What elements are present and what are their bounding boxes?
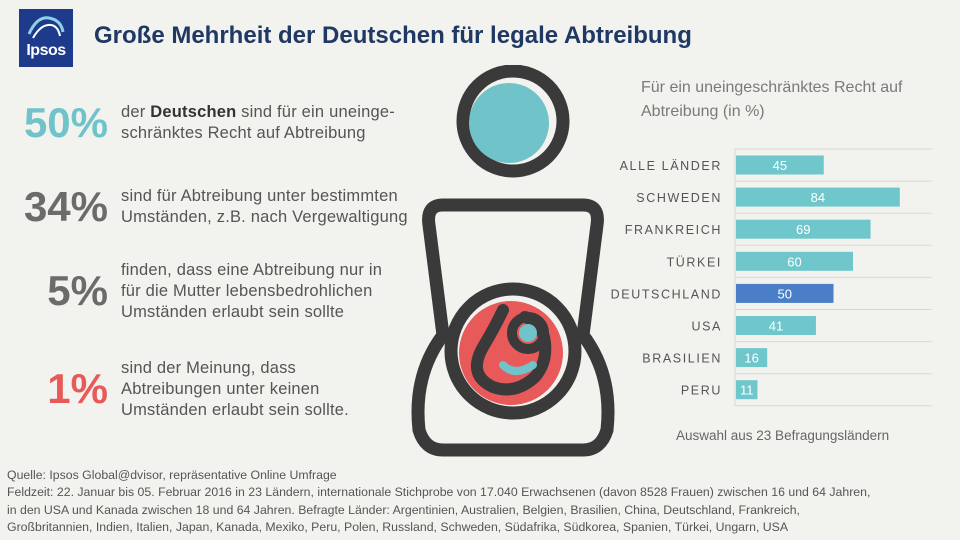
chart-note: Auswahl aus 23 Befragungsländern <box>676 428 890 443</box>
fetus-head-fill <box>519 324 537 342</box>
stat-text-post: sind für ein uneinge- <box>236 103 395 121</box>
bar <box>736 316 816 335</box>
fetus-limb <box>499 361 537 375</box>
belly-outline <box>444 282 582 420</box>
footer-line: in den USA und Kanada zwischen 18 und 64… <box>7 502 800 517</box>
stat-text-bold: Deutschen <box>150 103 237 121</box>
footer-line: Feldzeit: 22. Januar bis 05. Februar 201… <box>7 485 871 500</box>
bar-value-label: 11 <box>740 383 754 398</box>
stat-text-line2: für die Mutter lebensbedrohlichen <box>121 282 373 300</box>
stat-text-line2: Abtreibungen unter keinen <box>121 380 320 398</box>
body-outline <box>411 198 615 457</box>
category-label: TÜRKEI <box>667 255 722 269</box>
page-title: Große Mehrheit der Deutschen für legale … <box>94 22 692 49</box>
stat-description: finden, dass eine Abtreibung nur in für … <box>121 260 421 323</box>
category-label: ALLE LÄNDER <box>620 159 722 173</box>
bar-value-label: 50 <box>778 286 792 301</box>
stat-text-line2: schränktes Recht auf Abtreibung <box>121 124 366 142</box>
bar-chart: ALLE LÄNDER 45 SCHWEDEN 84 FRANKREICH 69 TÜRKE… <box>611 148 932 407</box>
bar-value-label: 60 <box>787 254 801 269</box>
category-label: SCHWEDEN <box>636 191 722 205</box>
bar <box>736 219 871 239</box>
stat-description: der Deutschen sind für ein uneinge- schr… <box>121 102 421 144</box>
stat-description: sind der Meinung, dass Abtreibungen unte… <box>121 358 421 421</box>
stat-percentage: 50% <box>23 99 108 146</box>
bar <box>736 187 900 207</box>
stat-text-line1: finden, dass eine Abtreibung nur in <box>121 261 383 279</box>
bar <box>736 155 824 175</box>
footer-source: Quelle: Ipsos Global@dvisor, repräsentat… <box>7 467 957 536</box>
stat-text-pre: der <box>121 103 151 121</box>
bar <box>736 283 834 303</box>
stat-description: sind für Abtreibung unter bestimmten Ums… <box>121 186 421 228</box>
bar-value-label: 84 <box>811 190 825 205</box>
footer-line: Großbritannien, Indien, Italien, Japan, … <box>7 519 789 534</box>
bar <box>736 251 853 271</box>
stat-text-line1: sind der Meinung, dass <box>121 359 296 377</box>
head-fill <box>469 83 549 163</box>
footer-line: Quelle: Ipsos Global@dvisor, repräsentat… <box>7 468 337 482</box>
bar <box>736 348 768 368</box>
ipsos-logo: Ipsos <box>19 9 73 67</box>
stat-text-line3: Umständen erlaubt sein sollte. <box>121 401 349 419</box>
logo-swoosh-icon <box>27 16 65 39</box>
bar-value-label: 41 <box>769 319 783 334</box>
stat-text-line3: Umständen erlaubt sein sollte <box>121 303 345 321</box>
category-label: BRASILIEN <box>642 352 722 366</box>
bar-value-label: 69 <box>796 222 810 237</box>
head-outline <box>456 65 570 178</box>
bar-value-label: 45 <box>773 158 787 173</box>
stat-percentage: 5% <box>47 267 108 314</box>
category-label: FRANKREICH <box>625 223 722 237</box>
chart-title: Für ein uneingeschränktes Recht auf Abtr… <box>641 79 903 120</box>
stat-percentage: 34% <box>23 183 108 230</box>
category-label: DEUTSCHLAND <box>611 287 722 301</box>
category-label: USA <box>691 320 722 334</box>
stat-percentage: 1% <box>47 365 108 412</box>
logo-text: Ipsos <box>26 42 66 59</box>
stat-text-line2: Umständen, z.B. nach Vergewaltigung <box>121 208 408 226</box>
bar <box>736 380 758 400</box>
fetus-head <box>507 312 549 354</box>
stat-text-line1: sind für Abtreibung unter bestimmten <box>121 187 398 205</box>
bar-value-label: 16 <box>744 351 758 366</box>
category-label: PERU <box>681 384 722 398</box>
pregnant-woman-illustration <box>411 65 615 457</box>
